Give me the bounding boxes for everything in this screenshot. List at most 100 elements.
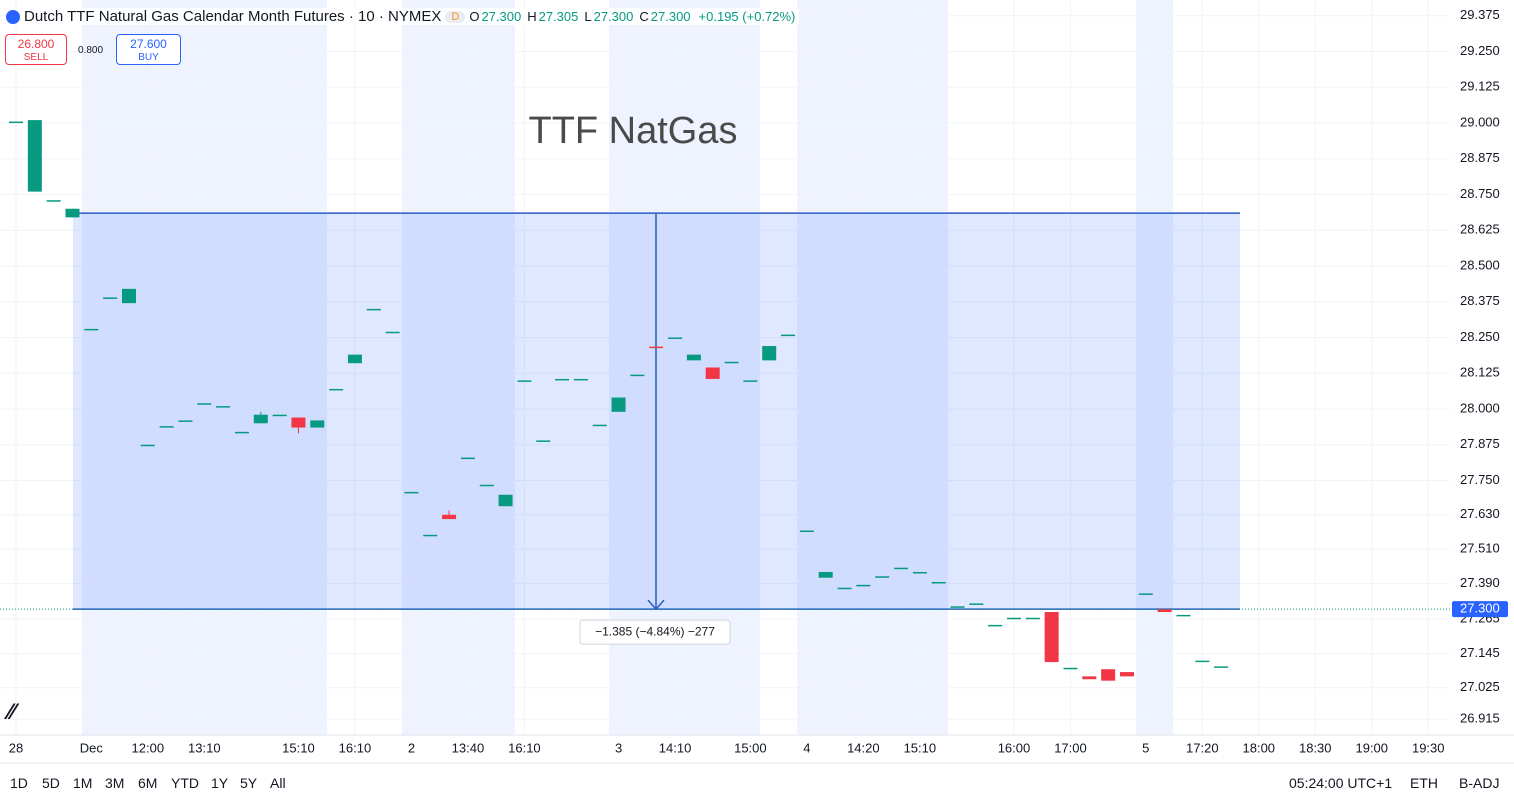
x-tick-label: 18:30 [1299, 740, 1332, 755]
candle-body [781, 334, 796, 337]
x-tick-label: 15:10 [904, 740, 937, 755]
candle-body [178, 420, 193, 422]
buy-button[interactable]: 27.600 BUY [116, 34, 181, 65]
x-tick-label: 16:00 [998, 740, 1031, 755]
candle-body [27, 120, 42, 192]
range-button[interactable]: 5Y [240, 775, 258, 791]
range-button[interactable]: 6M [138, 775, 158, 791]
candle-body [46, 200, 61, 202]
candle-body [1157, 609, 1172, 613]
candle-body [366, 308, 381, 311]
candle-body [291, 417, 306, 428]
candle-body [272, 414, 287, 417]
range-button[interactable]: YTD [171, 775, 199, 791]
x-tick-label: Dec [80, 740, 104, 755]
candle-body [555, 378, 570, 381]
y-tick-label: 28.875 [1460, 150, 1500, 165]
candle-body [517, 380, 532, 382]
range-button[interactable]: All [270, 775, 286, 791]
range-button[interactable]: 1M [73, 775, 93, 791]
y-tick-label: 28.625 [1460, 222, 1500, 237]
ohlc-value: 27.300 [593, 9, 634, 24]
buy-price: 27.600 [130, 37, 167, 51]
candle-body [988, 624, 1003, 627]
x-tick-label: 19:30 [1412, 740, 1445, 755]
y-tick-label: 27.750 [1460, 472, 1500, 487]
candle-body [159, 426, 174, 428]
candle-body [404, 491, 419, 494]
x-tick-label: 28 [9, 740, 23, 755]
x-tick-label: 2 [408, 740, 415, 755]
range-button[interactable]: 1Y [211, 775, 229, 791]
candle-body [856, 584, 871, 587]
y-tick-label: 28.250 [1460, 329, 1500, 344]
x-tick-label: 16:10 [339, 740, 372, 755]
candle-body [950, 606, 965, 608]
range-button[interactable]: 1D [10, 775, 28, 791]
last-price-label: 27.300 [1460, 601, 1500, 616]
candle-body [460, 457, 475, 460]
symbol[interactable]: Dutch TTF Natural Gas Calendar Month Fut… [24, 8, 442, 25]
ohlc-key: H [527, 9, 537, 24]
x-tick-label: 15:00 [734, 740, 767, 755]
candle-body [103, 297, 118, 299]
candle-body [216, 406, 231, 408]
badge: D [445, 10, 466, 23]
y-tick-label: 29.125 [1460, 79, 1500, 94]
clock: 05:24:00 UTC+1 [1289, 775, 1393, 791]
y-tick-label: 28.500 [1460, 257, 1500, 272]
candle-body [912, 571, 927, 574]
candle-body [799, 530, 814, 533]
candle-body [611, 397, 626, 412]
range-button[interactable]: 5D [42, 775, 60, 791]
range-button[interactable]: 3M [105, 775, 125, 791]
candle-body [818, 571, 833, 578]
candle-body [84, 328, 99, 331]
candle-body [234, 431, 249, 434]
candle-body [498, 494, 513, 507]
ohlc: O 27.300 H 27.305 L 27.300 C 27.300 [469, 9, 694, 24]
ohlc-value: 27.300 [650, 9, 691, 24]
candle-body [573, 378, 588, 381]
candle-body [1119, 672, 1134, 677]
y-tick-label: 28.375 [1460, 293, 1500, 308]
candle-body [724, 361, 739, 364]
candle-body [1138, 593, 1153, 595]
ohlc-key: C [639, 9, 649, 24]
x-tick-label: 4 [803, 740, 810, 755]
arrow-head [647, 599, 665, 611]
x-tick-label: 13:40 [452, 740, 485, 755]
candle-body [140, 444, 155, 447]
x-tick-label: 14:20 [847, 740, 880, 755]
x-tick-label: 15:10 [282, 740, 315, 755]
session[interactable]: ETH [1410, 775, 1438, 791]
candle-body [197, 403, 212, 405]
candle-body [329, 388, 344, 391]
candle-body [705, 367, 720, 379]
x-tick-label: 12:00 [132, 740, 165, 755]
y-tick-label: 26.915 [1460, 711, 1500, 726]
candle-body [837, 587, 852, 590]
candle-body [649, 346, 664, 349]
adjust[interactable]: B-ADJ [1459, 775, 1500, 791]
x-tick-label: 16:10 [508, 740, 541, 755]
candle-body [385, 331, 400, 334]
candle-body [1006, 617, 1021, 620]
y-tick-label: 29.250 [1460, 43, 1500, 58]
y-tick-label: 27.875 [1460, 436, 1500, 451]
sell-button[interactable]: 26.800 SELL [5, 34, 67, 65]
y-tick-label: 29.375 [1460, 7, 1500, 22]
candle-body [931, 581, 946, 584]
symbol-icon [6, 9, 20, 24]
candle-body [1214, 666, 1229, 668]
candle-body [121, 288, 136, 304]
y-tick-label: 27.630 [1460, 506, 1500, 521]
sell-price: 26.800 [17, 37, 55, 51]
x-tick-label: 17:20 [1186, 740, 1219, 755]
candle-body [743, 380, 758, 382]
ohlc-key: L [584, 9, 592, 24]
x-tick-label: 14:10 [659, 740, 692, 755]
candle-body [686, 354, 701, 361]
candle-body [630, 374, 645, 377]
